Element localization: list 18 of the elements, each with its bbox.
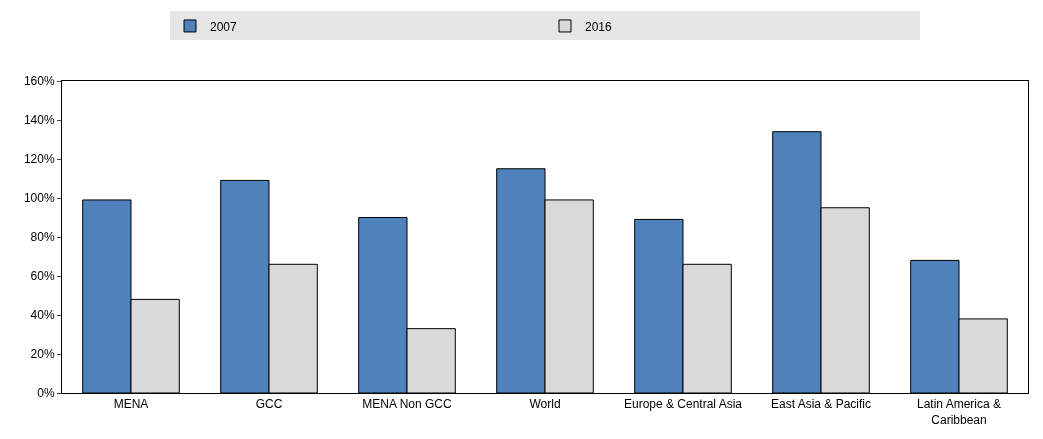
y-tick-label: 140%	[23, 113, 55, 128]
y-tick-label: 80%	[30, 230, 55, 245]
x-tick-label: MENA	[113, 397, 149, 412]
x-tick-label: GCC	[255, 397, 283, 412]
x-tick-label: Europe & Central Asia	[623, 397, 743, 412]
x-tick-label: East Asia & Pacific	[770, 397, 872, 412]
x-tick-label: Latin America & Caribbean	[916, 397, 1002, 427]
y-tick-label: 0%	[37, 386, 55, 401]
y-tick-label: 100%	[23, 191, 55, 206]
y-tick-label: 40%	[30, 308, 55, 323]
y-tick-label: 60%	[30, 269, 55, 284]
x-tick-label: World	[529, 397, 561, 412]
legend-label: 2016	[585, 19, 613, 34]
y-tick-label: 160%	[23, 74, 55, 89]
y-tick-label: 20%	[30, 347, 55, 362]
x-tick-label: MENA Non GCC	[362, 397, 453, 412]
y-tick-label: 120%	[23, 152, 55, 167]
legend-label: 2007	[210, 19, 238, 34]
